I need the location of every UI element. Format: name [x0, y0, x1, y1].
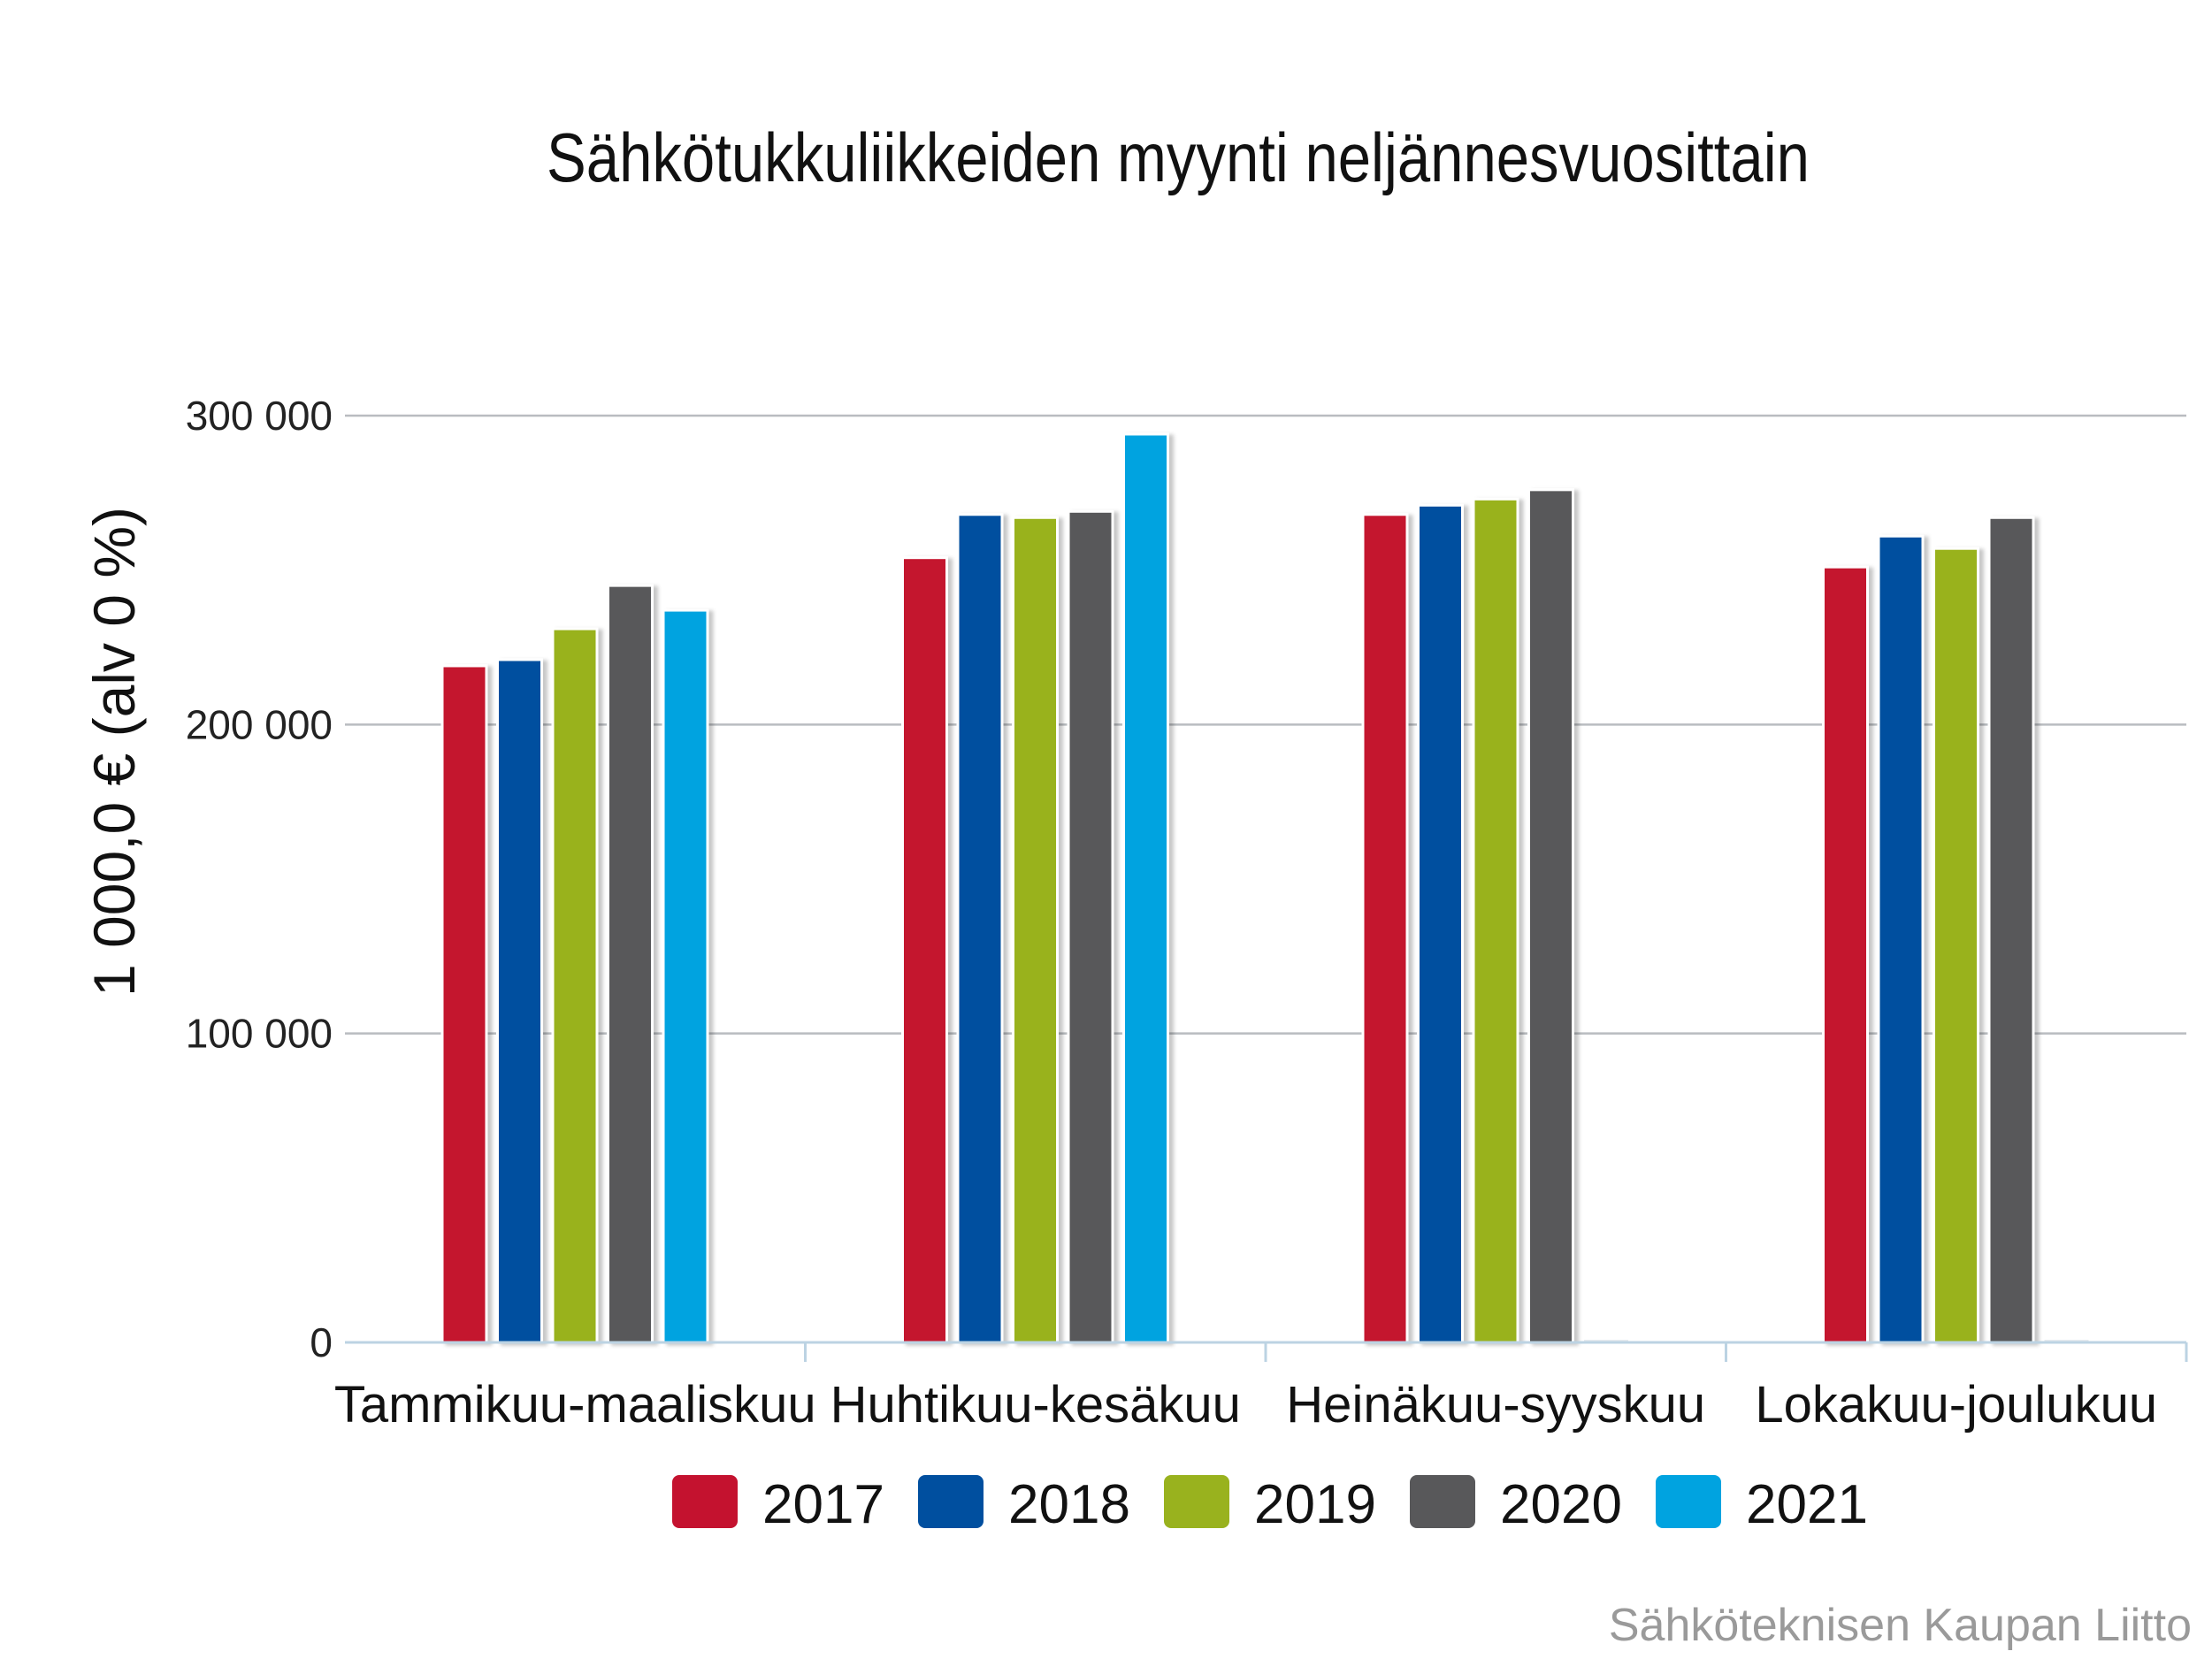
- legend-label: 2020: [1500, 1474, 1622, 1535]
- x-tick-label: Tammikuu-maaliskuu: [334, 1376, 816, 1433]
- legend: 2017 2018 2019 2020 2021: [672, 1474, 1868, 1535]
- legend-label: 2019: [1254, 1474, 1376, 1535]
- bar: [1361, 513, 1409, 1344]
- bar: [1472, 497, 1519, 1344]
- legend-swatch: [1410, 1475, 1475, 1528]
- x-axis: Tammikuu-maaliskuu Huhtikuu-kesäkuu Heinäk…: [334, 1341, 2188, 1433]
- y-tick-label: 300 000: [186, 393, 333, 439]
- bar: [1417, 503, 1464, 1344]
- y-axis-label: 1 000,0 € (alv 0 %): [81, 507, 147, 997]
- legend-label: 2021: [1746, 1474, 1868, 1535]
- bar: [662, 608, 709, 1344]
- bar: [1987, 516, 2035, 1344]
- x-tick-label: Lokakuu-joulukuu: [1755, 1376, 2157, 1433]
- bars: [440, 432, 2089, 1344]
- x-tick-label: Huhtikuu-kesäkuu: [830, 1376, 1241, 1433]
- bar: [1933, 547, 1979, 1344]
- source-credit: Sähköteknisen Kaupan Liitto: [1609, 1600, 2192, 1651]
- legend-label: 2017: [762, 1474, 884, 1535]
- bar: [901, 556, 948, 1344]
- chart-title: Sähkötukkuliikkeiden myynti neljännesvuo…: [547, 119, 1810, 196]
- legend-label: 2018: [1008, 1474, 1130, 1535]
- bar: [440, 664, 488, 1344]
- bar: [496, 658, 543, 1344]
- y-tick-label: 100 000: [186, 1011, 333, 1057]
- y-tick-label: 200 000: [186, 701, 333, 747]
- legend-swatch: [1164, 1475, 1229, 1528]
- legend-swatch: [672, 1475, 738, 1528]
- bar: [1527, 488, 1574, 1344]
- bar: [1877, 534, 1925, 1344]
- legend-swatch: [1656, 1475, 1721, 1528]
- bar: [1822, 565, 1869, 1344]
- x-tick-label: Heinäkuu-syyskuu: [1286, 1376, 1705, 1433]
- bar: [1067, 509, 1114, 1344]
- bar: [607, 584, 654, 1344]
- y-tick-label: 0: [310, 1319, 333, 1365]
- bar: [551, 627, 599, 1344]
- bar: [1012, 516, 1059, 1344]
- bar: [956, 513, 1004, 1344]
- y-axis-ticks: 0 100 000 200 000 300 000: [186, 393, 333, 1365]
- legend-swatch: [918, 1475, 984, 1528]
- bar: [1122, 432, 1169, 1344]
